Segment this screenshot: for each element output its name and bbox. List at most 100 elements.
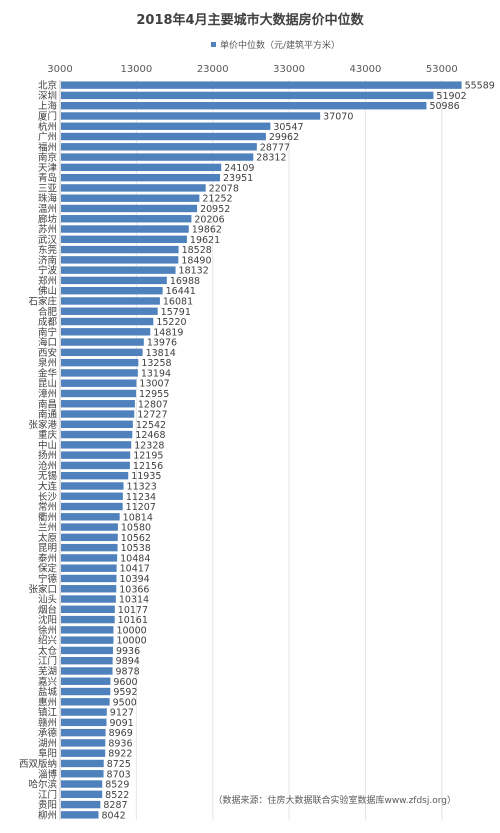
chart-title: 2018年4月主要城市大数据房价中位数 xyxy=(136,12,364,28)
category-label: 上海 xyxy=(38,100,58,112)
bar xyxy=(61,91,434,100)
category-label: 石家庄 xyxy=(28,295,57,307)
category-label: 济南 xyxy=(38,254,57,266)
bar xyxy=(61,266,176,274)
bar xyxy=(61,317,154,326)
bar xyxy=(61,173,220,182)
bar xyxy=(61,800,101,809)
bar xyxy=(61,389,137,398)
legend-label: 单价中位数（元/建筑平方米） xyxy=(220,39,340,51)
category-label: 昆山 xyxy=(38,379,57,390)
category-label: 张家口 xyxy=(28,583,57,595)
bar xyxy=(61,132,266,141)
bar xyxy=(61,215,192,223)
category-label: 金华 xyxy=(38,367,58,379)
category-label: 北京 xyxy=(38,80,57,92)
bar xyxy=(61,482,124,490)
value-label: 16081 xyxy=(163,296,193,307)
category-label: 深圳 xyxy=(38,91,57,102)
bar xyxy=(61,759,104,768)
value-label: 13007 xyxy=(139,379,169,390)
bar xyxy=(61,441,132,449)
category-label: 沈阳 xyxy=(38,614,57,626)
bar xyxy=(61,564,117,572)
bar xyxy=(61,194,200,202)
category-label: 沧州 xyxy=(38,460,57,472)
category-label: 杭州 xyxy=(38,121,57,133)
bar xyxy=(61,513,120,521)
category-label: 廊坊 xyxy=(38,213,58,225)
bar xyxy=(61,471,129,480)
value-label: 10177 xyxy=(118,605,148,616)
value-label: 29962 xyxy=(269,132,299,143)
category-label: 海口 xyxy=(38,337,57,349)
value-label: 19862 xyxy=(192,225,222,236)
category-label: 珠海 xyxy=(38,193,58,205)
category-label: 西安 xyxy=(38,347,57,359)
category-label: 合肥 xyxy=(38,306,58,318)
bar xyxy=(61,667,113,675)
value-label: 16988 xyxy=(170,276,200,287)
value-label: 15220 xyxy=(156,317,186,328)
category-label: 惠州 xyxy=(38,696,57,708)
category-label: 江门 xyxy=(38,789,57,801)
value-label: 37070 xyxy=(323,111,353,122)
value-label: 20952 xyxy=(200,204,230,215)
category-label: 重庆 xyxy=(38,429,58,441)
value-label: 10417 xyxy=(120,564,150,575)
category-label: 南京 xyxy=(38,152,57,164)
x-tick-label: 3000 xyxy=(47,64,72,75)
x-tick-label: 33000 xyxy=(273,64,305,75)
bar xyxy=(61,420,133,429)
value-label: 13194 xyxy=(141,368,171,379)
bar xyxy=(61,656,113,665)
category-label: 淄博 xyxy=(38,768,58,780)
value-label: 22078 xyxy=(209,183,239,194)
value-label: 12807 xyxy=(138,399,168,410)
bar xyxy=(61,554,118,562)
value-label: 11207 xyxy=(126,502,156,513)
value-label: 13814 xyxy=(146,348,176,359)
bar xyxy=(61,112,321,120)
value-label: 10000 xyxy=(116,625,146,636)
legend: 单价中位数（元/建筑平方米） xyxy=(211,39,340,51)
value-label: 28777 xyxy=(260,142,290,153)
bar xyxy=(61,595,116,603)
bar xyxy=(61,235,187,244)
category-label: 长沙 xyxy=(38,491,58,503)
category-label: 无锡 xyxy=(38,470,57,482)
bar xyxy=(61,636,114,644)
category-label: 郑州 xyxy=(38,275,57,287)
value-label: 8522 xyxy=(105,790,129,801)
bar xyxy=(61,400,135,408)
category-label: 青岛 xyxy=(38,172,57,184)
value-label: 8703 xyxy=(107,769,131,780)
value-label: 24109 xyxy=(224,163,254,174)
value-label: 10562 xyxy=(121,533,151,544)
value-label: 13976 xyxy=(147,338,177,349)
value-label: 16441 xyxy=(166,286,196,297)
bar xyxy=(61,122,271,130)
bar xyxy=(61,348,143,357)
bar xyxy=(61,585,117,593)
bar xyxy=(61,328,151,336)
value-label: 10394 xyxy=(119,574,149,585)
category-label: 武汉 xyxy=(38,234,58,246)
category-label: 三亚 xyxy=(38,183,58,194)
value-label: 12542 xyxy=(136,420,166,431)
category-label: 成都 xyxy=(38,316,58,328)
category-label: 大连 xyxy=(38,480,58,492)
bar xyxy=(61,533,118,542)
category-label: 宁波 xyxy=(38,265,58,277)
bar xyxy=(61,184,206,192)
category-label: 福州 xyxy=(38,141,57,153)
bar xyxy=(61,307,158,315)
bar xyxy=(61,749,106,757)
category-label: 盐城 xyxy=(38,686,58,698)
bar xyxy=(61,811,99,819)
value-label: 23951 xyxy=(223,173,253,184)
value-label: 8936 xyxy=(108,738,132,749)
bar xyxy=(61,461,130,470)
